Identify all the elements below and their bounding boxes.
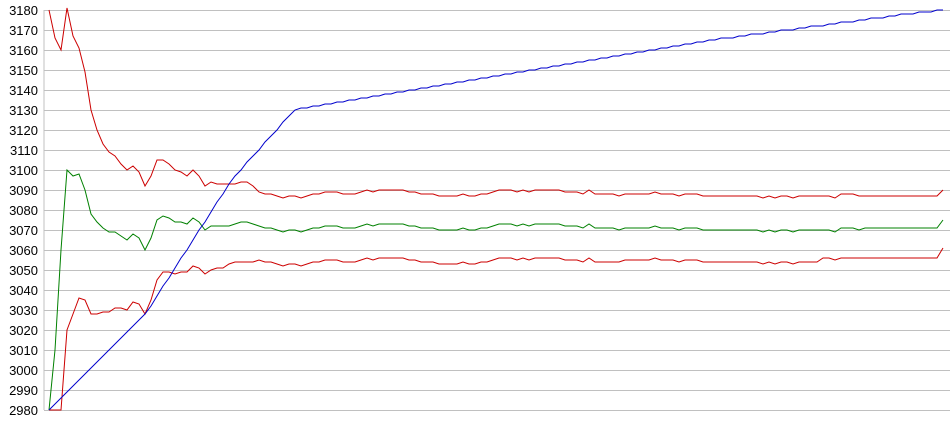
y-tick-label: 2990 bbox=[9, 383, 38, 398]
y-tick-label: 3100 bbox=[9, 163, 38, 178]
y-tick-label: 3150 bbox=[9, 63, 38, 78]
y-tick-label: 2980 bbox=[9, 403, 38, 418]
y-tick-label: 3030 bbox=[9, 303, 38, 318]
gridlines bbox=[44, 10, 950, 411]
y-tick-label: 3140 bbox=[9, 83, 38, 98]
y-tick-label: 3020 bbox=[9, 323, 38, 338]
y-axis-ticks: 3180 3170 3160 3150 3140 3130 3120 3110 3100 3090… bbox=[9, 3, 38, 418]
y-tick-label: 3160 bbox=[9, 43, 38, 58]
y-tick-label: 3180 bbox=[9, 3, 38, 18]
y-tick-label: 3170 bbox=[9, 23, 38, 38]
series-line-0 bbox=[48, 7, 944, 199]
series-line-1 bbox=[48, 168, 944, 411]
y-tick-label: 3000 bbox=[9, 363, 38, 378]
y-tick-label: 3130 bbox=[9, 103, 38, 118]
y-tick-label: 3050 bbox=[9, 263, 38, 278]
y-tick-label: 3070 bbox=[9, 223, 38, 238]
y-tick-label: 3110 bbox=[10, 143, 38, 158]
y-tick-label: 3060 bbox=[9, 243, 38, 258]
series-line-2 bbox=[49, 247, 944, 411]
y-tick-label: 3120 bbox=[9, 123, 38, 138]
series-line-3 bbox=[48, 9, 943, 411]
y-tick-label: 3010 bbox=[9, 343, 38, 358]
y-tick-label: 3080 bbox=[9, 203, 38, 218]
series-group bbox=[48, 7, 944, 411]
y-tick-label: 3090 bbox=[9, 183, 38, 198]
y-tick-label: 3040 bbox=[9, 283, 38, 298]
